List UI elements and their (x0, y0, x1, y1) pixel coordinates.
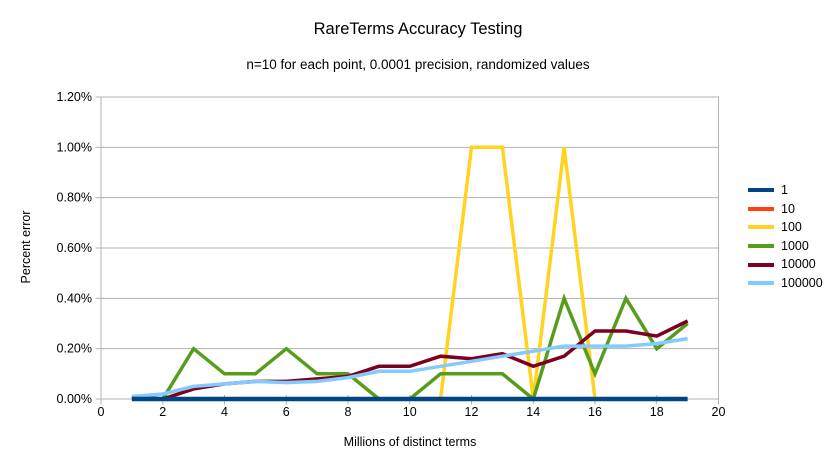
legend-label: 1000 (781, 238, 809, 253)
legend: 1 10 100 1000 10000 100000 (748, 181, 823, 293)
x-tick-label: 0 (98, 405, 105, 419)
legend-item-10: 10 (748, 200, 823, 219)
legend-label: 1 (781, 183, 788, 198)
legend-item-1: 1 (748, 181, 823, 200)
y-tick-label: 0.20% (57, 342, 92, 356)
x-tick-label: 12 (465, 405, 479, 419)
legend-item-1000: 1000 (748, 237, 823, 256)
legend-item-100: 100 (748, 218, 823, 237)
chart-title: RareTerms Accuracy Testing (313, 20, 523, 38)
x-tick-label: 2 (159, 405, 166, 419)
y-tick-label: 0.00% (57, 392, 92, 406)
legend-item-100000: 100000 (748, 274, 823, 293)
x-tick-label: 14 (526, 405, 540, 419)
legend-swatch (748, 244, 774, 249)
y-gridlines: 0.00% 0.20% 0.40% 0.60% 0.80% 1.00% 1.20% (57, 90, 719, 406)
y-tick-label: 1.00% (57, 140, 92, 154)
y-tick-label: 0.40% (57, 291, 92, 305)
legend-item-10000: 10000 (748, 255, 823, 274)
legend-swatch (748, 206, 774, 211)
x-tick-label: 4 (221, 405, 228, 419)
legend-swatch (748, 262, 774, 267)
legend-swatch (748, 281, 774, 286)
x-ticks: 0 2 4 6 8 10 12 14 16 18 20 (98, 395, 726, 419)
y-tick-label: 0.80% (57, 191, 92, 205)
series-line-100 (131, 145, 688, 401)
series-line-10000 (131, 319, 689, 401)
legend-label: 10000 (781, 257, 816, 272)
legend-swatch (748, 225, 774, 230)
y-tick-label: 0.60% (57, 241, 92, 255)
legend-swatch (748, 188, 774, 193)
x-axis-title: Millions of distinct terms (343, 435, 477, 449)
series-line-100000 (131, 336, 688, 399)
x-tick-label: 8 (345, 405, 352, 419)
y-tick-label: 1.20% (57, 90, 92, 104)
x-tick-label: 20 (712, 405, 726, 419)
legend-label: 100 (781, 220, 802, 235)
legend-label: 100000 (781, 276, 823, 291)
x-tick-label: 16 (588, 405, 602, 419)
chart-subtitle: n=10 for each point, 0.0001 precision, r… (246, 57, 590, 72)
legend-label: 10 (781, 201, 795, 216)
x-tick-label: 18 (650, 405, 664, 419)
x-tick-label: 6 (283, 405, 290, 419)
x-tick-label: 10 (403, 405, 417, 419)
